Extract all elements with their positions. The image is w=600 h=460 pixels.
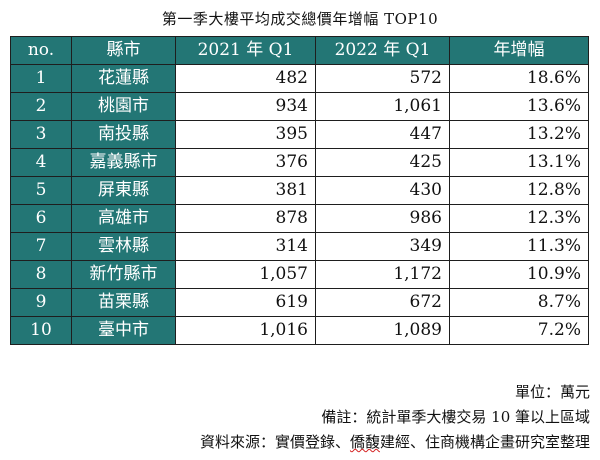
growth-cell: 7.2%: [449, 316, 589, 345]
growth-cell: 13.1%: [449, 148, 589, 177]
price-2021-cell: 376: [175, 148, 316, 177]
price-2022-cell: 672: [315, 288, 450, 317]
price-2022-cell: 425: [315, 148, 450, 177]
price-2021-cell: 1,016: [175, 316, 316, 345]
table-row: 2 桃園市 934 1,061 13.6%: [10, 92, 589, 121]
price-2022-cell: 986: [315, 204, 450, 233]
source-note: 資料來源：實價登錄、僑馥建經、住商機構企畫研究室整理: [200, 430, 590, 455]
rank-cell: 4: [10, 148, 72, 177]
price-2022-cell: 1,172: [315, 260, 450, 289]
rank-cell: 7: [10, 232, 72, 261]
source-suffix: 建經、住商機構企畫研究室整理: [379, 433, 590, 451]
rank-cell: 3: [10, 120, 72, 149]
growth-cell: 10.9%: [449, 260, 589, 289]
price-2022-cell: 447: [315, 120, 450, 149]
rank-cell: 8: [10, 260, 72, 289]
table-row: 9 苗栗縣 619 672 8.7%: [10, 288, 589, 317]
price-2022-cell: 1,061: [315, 92, 450, 121]
growth-table: no. 縣市 2021 年 Q1 2022 年 Q1 年增幅 1 花蓮縣 482…: [10, 36, 589, 345]
growth-cell: 13.2%: [449, 120, 589, 149]
price-2022-cell: 572: [315, 64, 450, 93]
table-row: 10 臺中市 1,016 1,089 7.2%: [10, 316, 589, 345]
growth-cell: 18.6%: [449, 64, 589, 93]
unit-note: 單位：萬元: [514, 383, 590, 401]
county-cell: 桃園市: [71, 92, 176, 121]
growth-cell: 13.6%: [449, 92, 589, 121]
county-cell: 雲林縣: [71, 232, 176, 261]
price-2022-cell: 1,089: [315, 316, 450, 345]
rank-cell: 6: [10, 204, 72, 233]
price-2021-cell: 1,057: [175, 260, 316, 289]
growth-cell: 8.7%: [449, 288, 589, 317]
county-cell: 臺中市: [71, 316, 176, 345]
table-row: 1 花蓮縣 482 572 18.6%: [10, 64, 589, 93]
rank-cell: 10: [10, 316, 72, 345]
county-cell: 高雄市: [71, 204, 176, 233]
spellcheck-underlined-text: 僑馥: [349, 433, 380, 451]
page-title: 第一季大樓平均成交總價年增幅 TOP10: [161, 10, 439, 28]
rank-cell: 5: [10, 176, 72, 205]
table-header-row: no. 縣市 2021 年 Q1 2022 年 Q1 年增幅: [10, 36, 589, 65]
county-cell: 花蓮縣: [71, 64, 176, 93]
growth-cell: 12.8%: [449, 176, 589, 205]
column-header-2022-q1: 2022 年 Q1: [315, 36, 450, 65]
column-header-growth: 年增幅: [449, 36, 589, 65]
table-row: 4 嘉義縣市 376 425 13.1%: [10, 148, 589, 177]
table-row: 6 高雄市 878 986 12.3%: [10, 204, 589, 233]
county-cell: 苗栗縣: [71, 288, 176, 317]
county-cell: 嘉義縣市: [71, 148, 176, 177]
rank-cell: 1: [10, 64, 72, 93]
source-prefix: 資料來源：實價登錄、: [199, 433, 350, 451]
price-2021-cell: 314: [175, 232, 316, 261]
price-2021-cell: 381: [175, 176, 316, 205]
growth-cell: 11.3%: [449, 232, 589, 261]
rank-cell: 2: [10, 92, 72, 121]
price-2021-cell: 878: [175, 204, 316, 233]
rank-cell: 9: [10, 288, 72, 317]
price-2021-cell: 482: [175, 64, 316, 93]
table-row: 3 南投縣 395 447 13.2%: [10, 120, 589, 149]
remark-note: 備註：統計單季大樓交易 10 筆以上區域: [321, 408, 590, 426]
column-header-2021-q1: 2021 年 Q1: [175, 36, 316, 65]
table-row: 7 雲林縣 314 349 11.3%: [10, 232, 589, 261]
price-2021-cell: 934: [175, 92, 316, 121]
table-row: 5 屏東縣 381 430 12.8%: [10, 176, 589, 205]
column-header-no: no.: [10, 36, 72, 65]
county-cell: 南投縣: [71, 120, 176, 149]
price-2021-cell: 395: [175, 120, 316, 149]
column-header-county: 縣市: [71, 36, 176, 65]
price-2022-cell: 430: [315, 176, 450, 205]
price-2021-cell: 619: [175, 288, 316, 317]
growth-cell: 12.3%: [449, 204, 589, 233]
price-2022-cell: 349: [315, 232, 450, 261]
table-row: 8 新竹縣市 1,057 1,172 10.9%: [10, 260, 589, 289]
county-cell: 新竹縣市: [71, 260, 176, 289]
footnotes: 單位：萬元 備註：統計單季大樓交易 10 筆以上區域 資料來源：實價登錄、僑馥建…: [200, 380, 590, 455]
county-cell: 屏東縣: [71, 176, 176, 205]
